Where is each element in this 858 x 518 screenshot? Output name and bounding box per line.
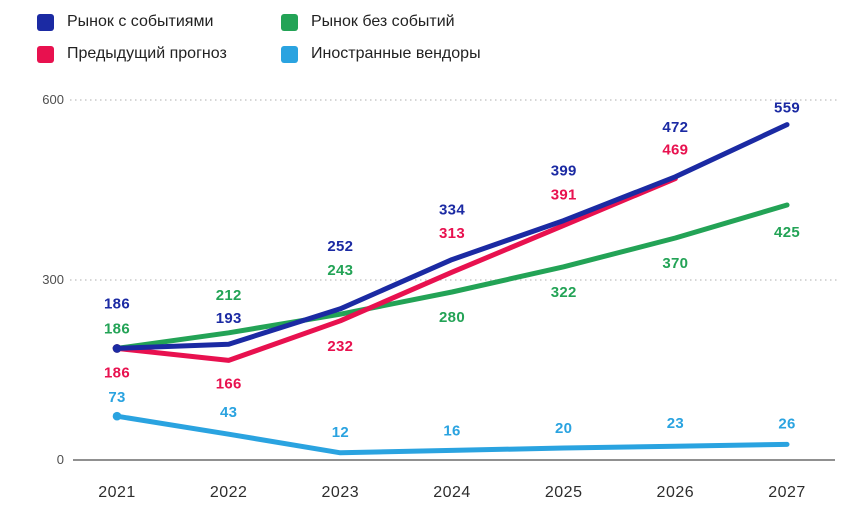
data-point-label: 469 bbox=[662, 142, 688, 159]
legend-label: Рынок с событиями bbox=[67, 13, 214, 30]
data-point-label: 16 bbox=[443, 422, 460, 439]
data-point-label: 334 bbox=[439, 202, 465, 219]
x-axis-tick-label: 2026 bbox=[657, 484, 695, 501]
data-point-label: 559 bbox=[774, 100, 800, 117]
data-point-label: 73 bbox=[108, 389, 125, 406]
x-axis-tick-label: 2025 bbox=[545, 484, 583, 501]
data-point-label: 23 bbox=[667, 415, 684, 432]
y-axis-tick-label: 300 bbox=[42, 272, 64, 287]
data-point-label: 26 bbox=[778, 415, 795, 432]
legend-item-market-with-events: Рынок с событиями bbox=[37, 13, 281, 31]
data-point-label: 252 bbox=[327, 238, 353, 255]
data-point-label: 186 bbox=[104, 295, 130, 312]
legend-swatch-icon bbox=[37, 45, 54, 63]
series-start-point bbox=[112, 344, 122, 353]
legend-item-market-without-events: Рынок без событий bbox=[281, 13, 481, 31]
x-axis-tick-label: 2024 bbox=[433, 484, 471, 501]
x-axis-tick-label: 2023 bbox=[322, 484, 360, 501]
data-point-label: 399 bbox=[551, 163, 577, 180]
data-point-label: 243 bbox=[327, 262, 353, 279]
y-axis-tick-label: 0 bbox=[57, 452, 64, 467]
series-line bbox=[114, 202, 790, 351]
data-point-label: 186 bbox=[104, 364, 130, 381]
data-point-label: 313 bbox=[439, 225, 465, 242]
y-axis-tick-label: 600 bbox=[42, 92, 64, 107]
data-point-label: 280 bbox=[439, 309, 465, 326]
data-point-label: 20 bbox=[555, 420, 572, 437]
data-point-label: 425 bbox=[774, 224, 800, 241]
legend-label: Иностранные вендоры bbox=[311, 45, 481, 62]
data-point-label: 370 bbox=[662, 255, 688, 272]
data-point-label: 472 bbox=[662, 119, 688, 136]
legend-swatch-icon bbox=[37, 13, 54, 31]
series-start-point bbox=[112, 411, 122, 421]
series-line bbox=[114, 413, 790, 456]
data-point-label: 193 bbox=[216, 310, 242, 327]
data-point-label: 232 bbox=[327, 338, 353, 355]
x-axis-tick-label: 2027 bbox=[768, 484, 806, 501]
legend-item-previous-forecast: Предыдущий прогноз bbox=[37, 45, 281, 63]
legend-label: Предыдущий прогноз bbox=[67, 45, 227, 62]
legend-swatch-icon bbox=[281, 13, 298, 31]
series-line bbox=[114, 176, 678, 363]
x-axis-tick-label: 2022 bbox=[210, 484, 248, 501]
data-point-label: 212 bbox=[216, 287, 242, 304]
series-line bbox=[114, 122, 790, 351]
legend-label: Рынок без событий bbox=[311, 13, 455, 30]
data-point-label: 12 bbox=[332, 424, 349, 441]
data-point-label: 391 bbox=[551, 186, 577, 203]
data-point-label: 166 bbox=[216, 375, 242, 392]
x-axis-tick-label: 2021 bbox=[98, 484, 136, 501]
chart-legend: Рынок с событиями Рынок без событий Пред… bbox=[37, 13, 481, 63]
legend-item-foreign-vendors: Иностранные вендоры bbox=[281, 45, 481, 63]
data-point-label: 43 bbox=[220, 404, 237, 421]
data-point-label: 186 bbox=[104, 320, 130, 337]
legend-swatch-icon bbox=[281, 45, 298, 63]
data-point-label: 322 bbox=[551, 284, 577, 301]
